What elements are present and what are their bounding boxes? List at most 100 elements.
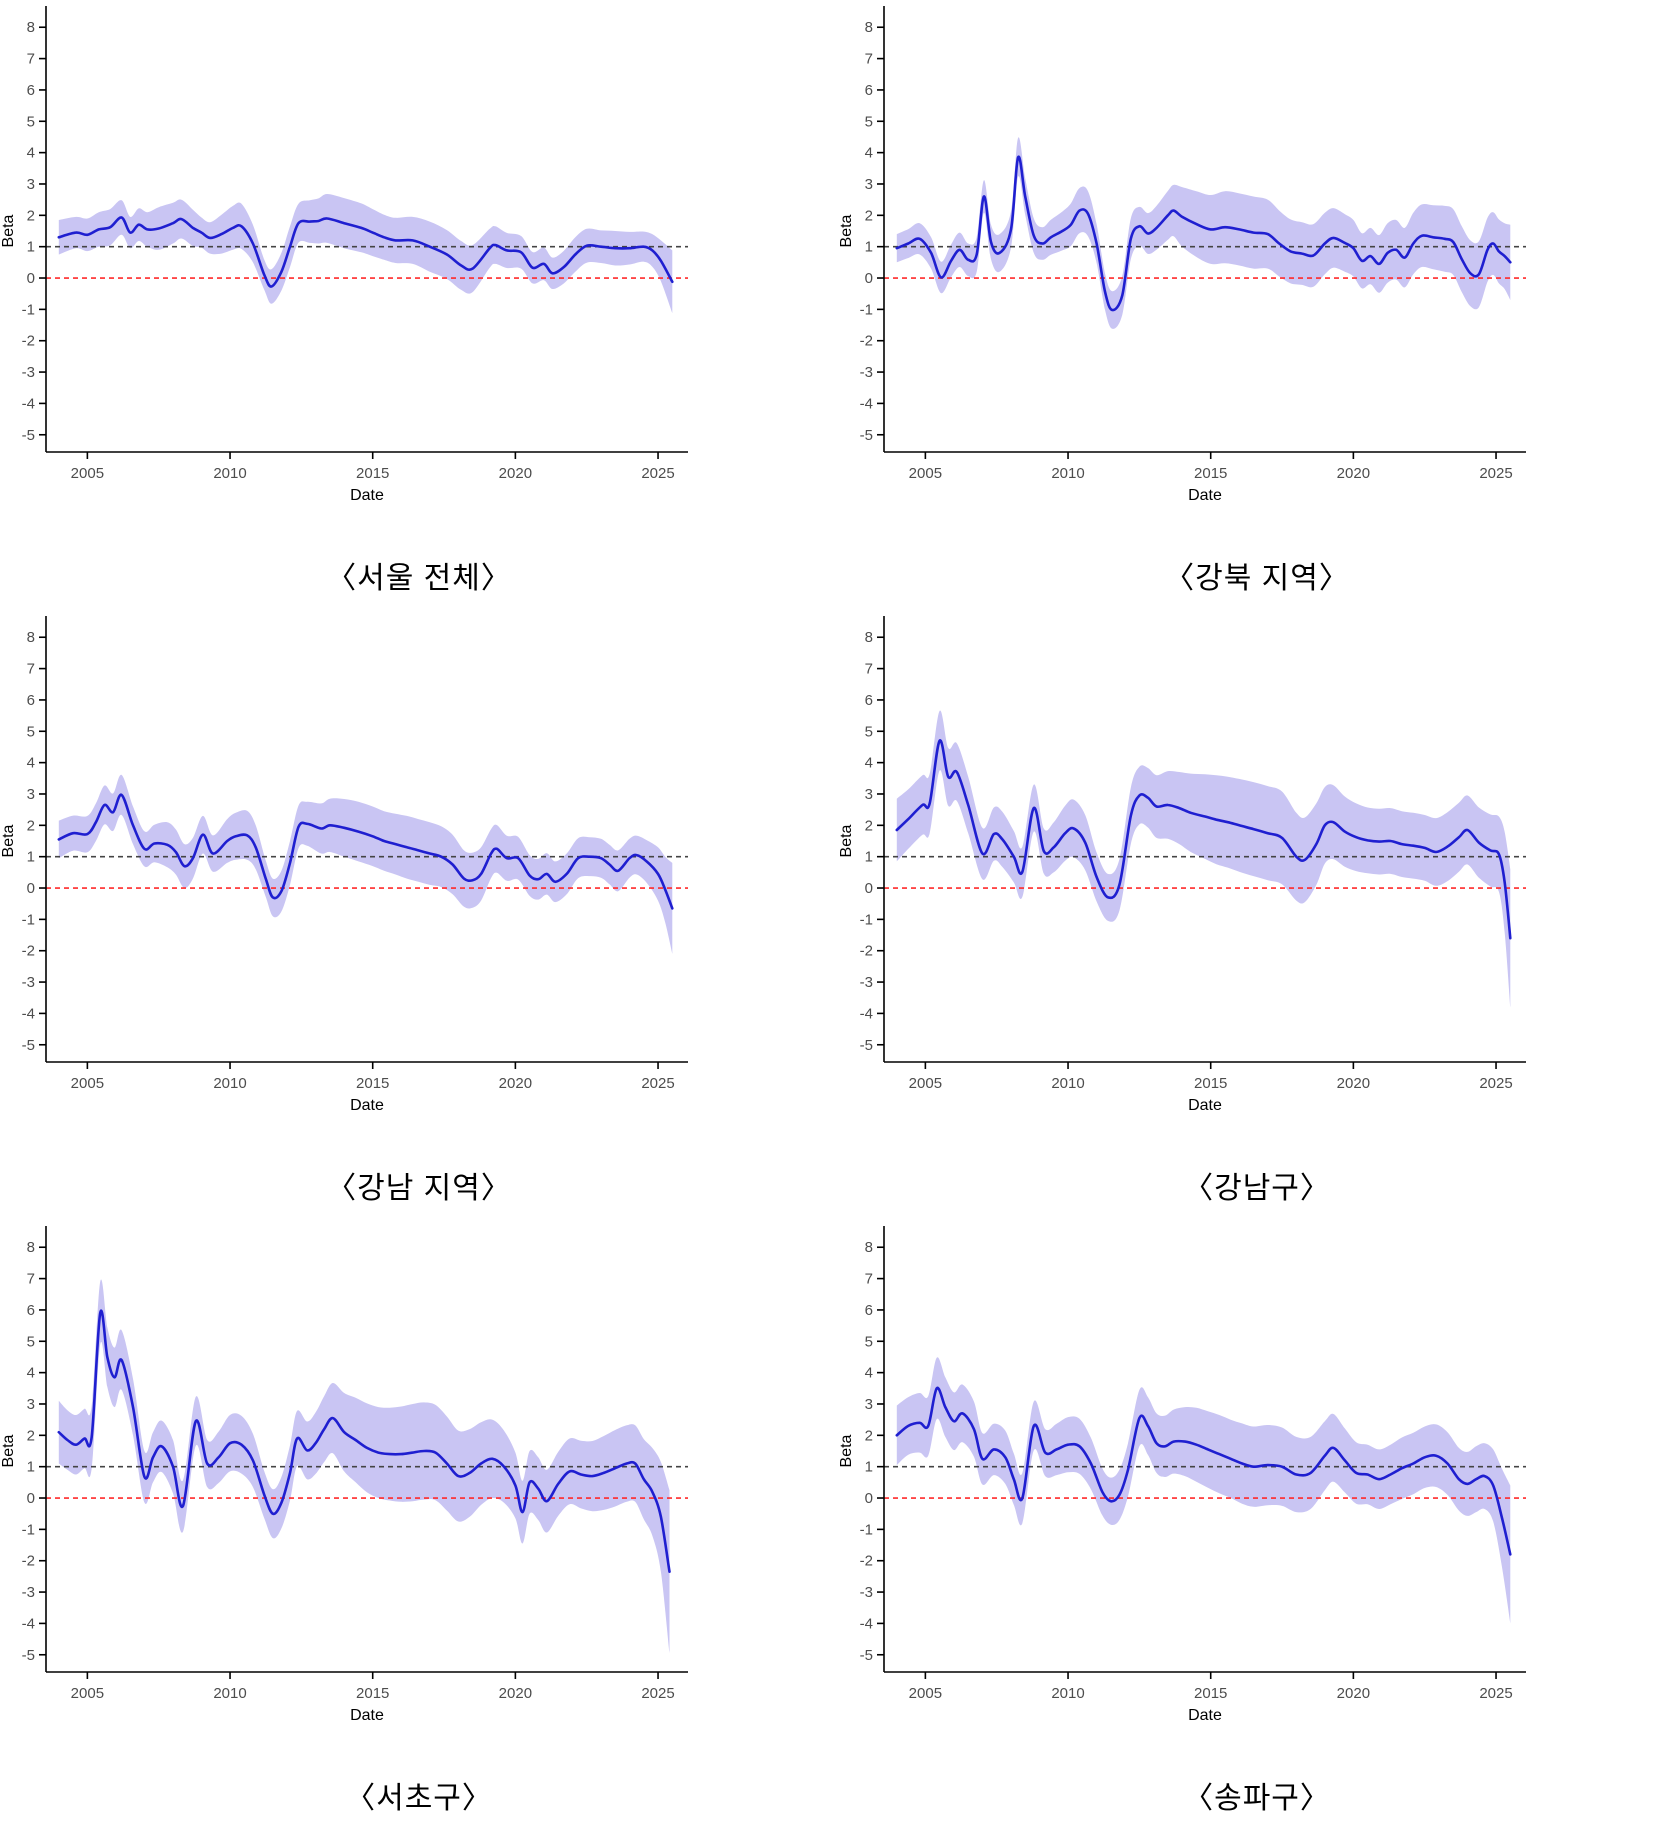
x-axis-tick-label: 2020: [1337, 465, 1370, 482]
x-axis-tick-label: 2005: [71, 1685, 104, 1702]
y-axis-tick-label: 4: [27, 755, 35, 772]
y-axis-tick-label: 1: [27, 1459, 35, 1476]
beta-chart-svg: 8 7 6 5 4 3 2 1 0 -1 -2 -3 -4 -5 2005 2010 2015 2020 2025 D…: [0, 616, 688, 1114]
x-axis-tick-label: 2010: [1051, 465, 1084, 482]
chart-cell-gangnam-region: 8 7 6 5 4 3 2 1 0 -1 -2 -3 -4 -5 2005 2010 2015 2020 2025 D…: [0, 610, 838, 1220]
y-axis-tick-label: -1: [860, 1521, 873, 1538]
y-axis-tick-label: 6: [865, 692, 873, 709]
y-axis-tick-label: -1: [22, 911, 35, 928]
confidence-band: [58, 194, 673, 314]
y-axis-tick-label: 8: [865, 1239, 873, 1256]
y-axis-tick-label: -5: [22, 1647, 35, 1664]
x-axis-title: Date: [350, 487, 384, 504]
x-axis-title: Date: [1188, 1097, 1222, 1114]
y-axis-tick-label: 1: [27, 849, 35, 866]
x-axis-tick-label: 2015: [1194, 1075, 1227, 1092]
chart-title-seocho-gu: 〈서초구〉: [345, 1782, 493, 1815]
beta-chart-gangnam-gu: 8 7 6 5 4 3 2 1 0 -1 -2 -3 -4 -5 2005 2010 2015 2020 2025 D…: [838, 610, 1676, 1137]
y-axis-tick-label: 7: [865, 1271, 873, 1288]
confidence-band: [58, 774, 673, 954]
y-axis-tick-label: 6: [27, 1302, 35, 1319]
y-axis-tick-label: -2: [22, 333, 35, 350]
y-axis-tick-label: 7: [27, 661, 35, 678]
y-axis-title: Beta: [838, 824, 855, 857]
x-axis-tick-label: 2020: [499, 465, 532, 482]
y-axis-tick-label: 0: [865, 270, 873, 287]
beta-chart-gangbuk-region: 8 7 6 5 4 3 2 1 0 -1 -2 -3 -4 -5 2005 2010 2015 2020 2025 D…: [838, 0, 1676, 527]
y-axis-tick-label: 1: [27, 239, 35, 256]
beta-chart-svg: 8 7 6 5 4 3 2 1 0 -1 -2 -3 -4 -5 2005 2010 2015 2020 2025 D…: [838, 1226, 1526, 1724]
y-axis-tick-label: 7: [865, 661, 873, 678]
y-axis-tick-label: 2: [865, 207, 873, 224]
y-axis-tick-label: -2: [860, 1553, 873, 1570]
y-axis-tick-label: -5: [22, 427, 35, 444]
y-axis-tick-label: -3: [860, 1584, 873, 1601]
y-axis-tick-label: 4: [865, 145, 873, 162]
beta-chart-seocho-gu: 8 7 6 5 4 3 2 1 0 -1 -2 -3 -4 -5 2005 2010 2015 2020 2025 D…: [0, 1220, 838, 1747]
x-axis-tick-label: 2005: [909, 1685, 942, 1702]
x-axis-tick-label: 2025: [1479, 1075, 1512, 1092]
y-axis-tick-label: 4: [865, 1365, 873, 1382]
x-axis-tick-label: 2020: [499, 1685, 532, 1702]
x-axis-tick-label: 2015: [356, 1685, 389, 1702]
x-axis-tick-label: 2005: [71, 465, 104, 482]
axes: [877, 6, 1526, 459]
y-axis-tick-label: 1: [865, 239, 873, 256]
confidence-band: [896, 1357, 1511, 1624]
y-axis-tick-label: -1: [22, 1521, 35, 1538]
beta-line: [895, 1386, 1512, 1556]
axes: [39, 1226, 688, 1679]
y-axis-tick-label: 4: [865, 755, 873, 772]
y-axis-tick-label: -4: [22, 395, 35, 412]
y-axis-tick-label: 2: [27, 817, 35, 834]
chart-title-gangbuk-region: 〈강북 지역〉: [1164, 562, 1350, 595]
y-axis-tick-label: -5: [860, 1037, 873, 1054]
y-axis-tick-label: 4: [27, 145, 35, 162]
x-axis-tick-label: 2010: [213, 1685, 246, 1702]
y-axis-tick-label: 7: [27, 51, 35, 68]
x-axis-tick-label: 2010: [1051, 1075, 1084, 1092]
y-axis-tick-label: -5: [860, 427, 873, 444]
y-axis-tick-label: 0: [27, 880, 35, 897]
axes: [877, 616, 1526, 1069]
x-axis-tick-label: 2025: [641, 1075, 674, 1092]
y-axis-tick-label: 2: [27, 1427, 35, 1444]
chart-title-songpa-gu: 〈송파구〉: [1183, 1782, 1331, 1815]
y-axis-tick-label: -1: [22, 301, 35, 318]
y-axis-tick-label: -5: [860, 1647, 873, 1664]
y-axis-tick-label: 5: [865, 1333, 873, 1350]
beta-chart-svg: 8 7 6 5 4 3 2 1 0 -1 -2 -3 -4 -5 2005 2010 2015 2020 2025 D…: [0, 6, 688, 504]
x-axis-tick-label: 2010: [1051, 1685, 1084, 1702]
y-axis-tick-label: 5: [27, 113, 35, 130]
y-axis-tick-label: 3: [27, 786, 35, 803]
y-axis-tick-label: 5: [27, 723, 35, 740]
beta-chart-songpa-gu: 8 7 6 5 4 3 2 1 0 -1 -2 -3 -4 -5 2005 2010 2015 2020 2025 D…: [838, 1220, 1676, 1747]
beta-line: [895, 739, 1512, 940]
y-axis-tick-label: 6: [865, 82, 873, 99]
axes: [877, 1226, 1526, 1679]
y-axis-tick-label: -4: [860, 395, 873, 412]
x-axis-tick-label: 2015: [356, 1075, 389, 1092]
x-axis-tick-label: 2025: [1479, 1685, 1512, 1702]
y-axis-tick-label: 4: [27, 1365, 35, 1382]
y-axis-tick-label: -3: [860, 974, 873, 991]
chart-cell-gangbuk-region: 8 7 6 5 4 3 2 1 0 -1 -2 -3 -4 -5 2005 2010 2015 2020 2025 D…: [838, 0, 1676, 610]
beta-line: [57, 216, 674, 288]
y-axis-tick-label: -3: [860, 364, 873, 381]
y-axis-tick-label: -3: [22, 364, 35, 381]
y-axis-tick-label: 2: [865, 817, 873, 834]
y-axis-tick-label: 7: [865, 51, 873, 68]
y-axis-tick-label: 1: [865, 1459, 873, 1476]
x-axis-tick-label: 2020: [499, 1075, 532, 1092]
y-axis-tick-label: -2: [22, 943, 35, 960]
beta-chart-svg: 8 7 6 5 4 3 2 1 0 -1 -2 -3 -4 -5 2005 2010 2015 2020 2025 D…: [838, 6, 1526, 504]
y-axis-title: Beta: [838, 1434, 855, 1467]
y-axis-tick-label: 6: [27, 82, 35, 99]
x-axis-title: Date: [1188, 1707, 1222, 1724]
y-axis-tick-label: 3: [865, 786, 873, 803]
y-axis-title: Beta: [838, 214, 855, 247]
x-axis-tick-label: 2010: [213, 1075, 246, 1092]
chart-cell-seoul-total: 8 7 6 5 4 3 2 1 0 -1 -2 -3 -4 -5 2005 2010 2015 2020 2025 D…: [0, 0, 838, 610]
x-axis-title: Date: [1188, 487, 1222, 504]
x-axis-title: Date: [350, 1097, 384, 1114]
